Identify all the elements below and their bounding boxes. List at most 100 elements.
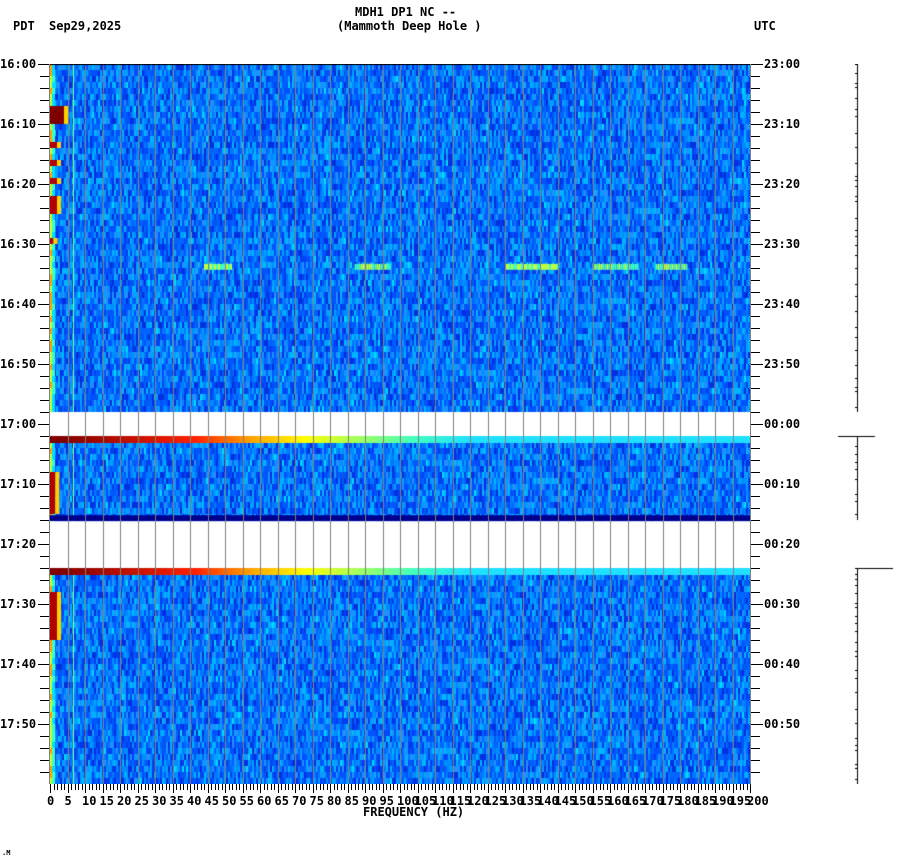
right-tick <box>751 712 760 713</box>
x-tick <box>397 784 398 790</box>
x-tick-label: 5 <box>64 794 72 808</box>
x-tick-label: 0 <box>47 794 55 808</box>
x-tick <box>579 784 580 790</box>
x-tick-label: 40 <box>187 794 202 808</box>
x-tick <box>152 784 153 790</box>
x-tick <box>330 784 331 793</box>
x-tick <box>169 784 170 790</box>
x-tick-label: 10 <box>82 794 97 808</box>
x-tick-label: 160 <box>607 794 629 808</box>
left-tick <box>40 736 49 737</box>
x-tick-label: 180 <box>677 794 699 808</box>
x-tick-label: 65 <box>274 794 289 808</box>
left-time-label: 16:30 <box>0 237 37 251</box>
x-tick <box>341 784 342 790</box>
right-tick <box>751 592 760 593</box>
x-tick <box>239 784 240 790</box>
x-tick <box>85 784 86 793</box>
x-tick <box>197 784 198 790</box>
x-tick <box>390 784 391 790</box>
left-tick <box>40 472 49 473</box>
x-tick <box>400 784 401 793</box>
x-tick-label: 50 <box>222 794 237 808</box>
right-tick <box>751 160 760 161</box>
x-tick <box>621 784 622 790</box>
x-tick <box>638 784 639 790</box>
station-title: MDH1 DP1 NC -- <box>355 5 457 19</box>
right-tick <box>751 748 760 749</box>
x-tick <box>372 784 373 790</box>
right-tick <box>751 664 763 665</box>
right-tick <box>751 196 760 197</box>
x-tick <box>572 784 573 790</box>
right-tick <box>751 772 760 773</box>
x-tick <box>274 784 275 790</box>
right-tick <box>751 364 763 365</box>
x-tick <box>554 784 555 790</box>
x-tick <box>106 784 107 790</box>
x-tick <box>78 784 79 790</box>
x-tick <box>187 784 188 790</box>
x-tick <box>428 784 429 790</box>
x-tick <box>712 784 713 790</box>
x-tick <box>190 784 191 793</box>
left-tick <box>40 328 49 329</box>
x-tick <box>323 784 324 790</box>
left-tick <box>38 184 49 185</box>
left-tick <box>40 532 49 533</box>
x-tick <box>215 784 216 790</box>
right-time-label: 00:40 <box>764 657 801 671</box>
x-tick <box>281 784 282 790</box>
left-tick <box>40 388 49 389</box>
x-tick <box>50 784 51 793</box>
right-tick <box>751 340 760 341</box>
x-tick <box>232 784 233 790</box>
x-tick <box>253 784 254 790</box>
x-tick <box>124 784 125 790</box>
x-tick-label: 150 <box>572 794 594 808</box>
x-tick <box>617 784 618 790</box>
x-tick-label: 75 <box>309 794 324 808</box>
left-timezone-label: PDT <box>13 19 35 33</box>
right-tick <box>751 124 763 125</box>
x-tick <box>337 784 338 790</box>
x-tick <box>236 784 237 790</box>
x-tick <box>117 784 118 790</box>
x-tick <box>162 784 163 790</box>
x-tick <box>145 784 146 790</box>
x-tick <box>225 784 226 793</box>
x-tick <box>456 784 457 790</box>
x-tick <box>218 784 219 790</box>
x-tick <box>558 784 559 793</box>
x-tick <box>404 784 405 790</box>
left-tick <box>38 304 49 305</box>
x-tick <box>610 784 611 793</box>
right-tick <box>751 472 760 473</box>
x-tick <box>68 784 69 793</box>
x-tick <box>362 784 363 790</box>
right-tick <box>751 628 760 629</box>
x-tick <box>467 784 468 790</box>
x-tick <box>127 784 128 790</box>
x-tick <box>540 784 541 793</box>
seismic-trace <box>800 64 900 784</box>
x-tick <box>537 784 538 790</box>
right-axis-line <box>750 64 751 784</box>
right-tick <box>751 724 763 725</box>
x-tick <box>288 784 289 790</box>
left-tick <box>40 100 49 101</box>
spectrogram-canvas <box>50 64 750 784</box>
x-tick <box>477 784 478 790</box>
x-tick <box>358 784 359 790</box>
x-tick <box>659 784 660 790</box>
x-tick-label: 130 <box>502 794 524 808</box>
left-tick <box>38 64 49 65</box>
left-tick <box>40 460 49 461</box>
x-tick <box>82 784 83 790</box>
right-tick <box>751 676 760 677</box>
left-tick <box>40 448 49 449</box>
x-tick <box>498 784 499 790</box>
x-tick-label: 55 <box>239 794 254 808</box>
x-tick <box>183 784 184 790</box>
right-tick <box>751 700 760 701</box>
